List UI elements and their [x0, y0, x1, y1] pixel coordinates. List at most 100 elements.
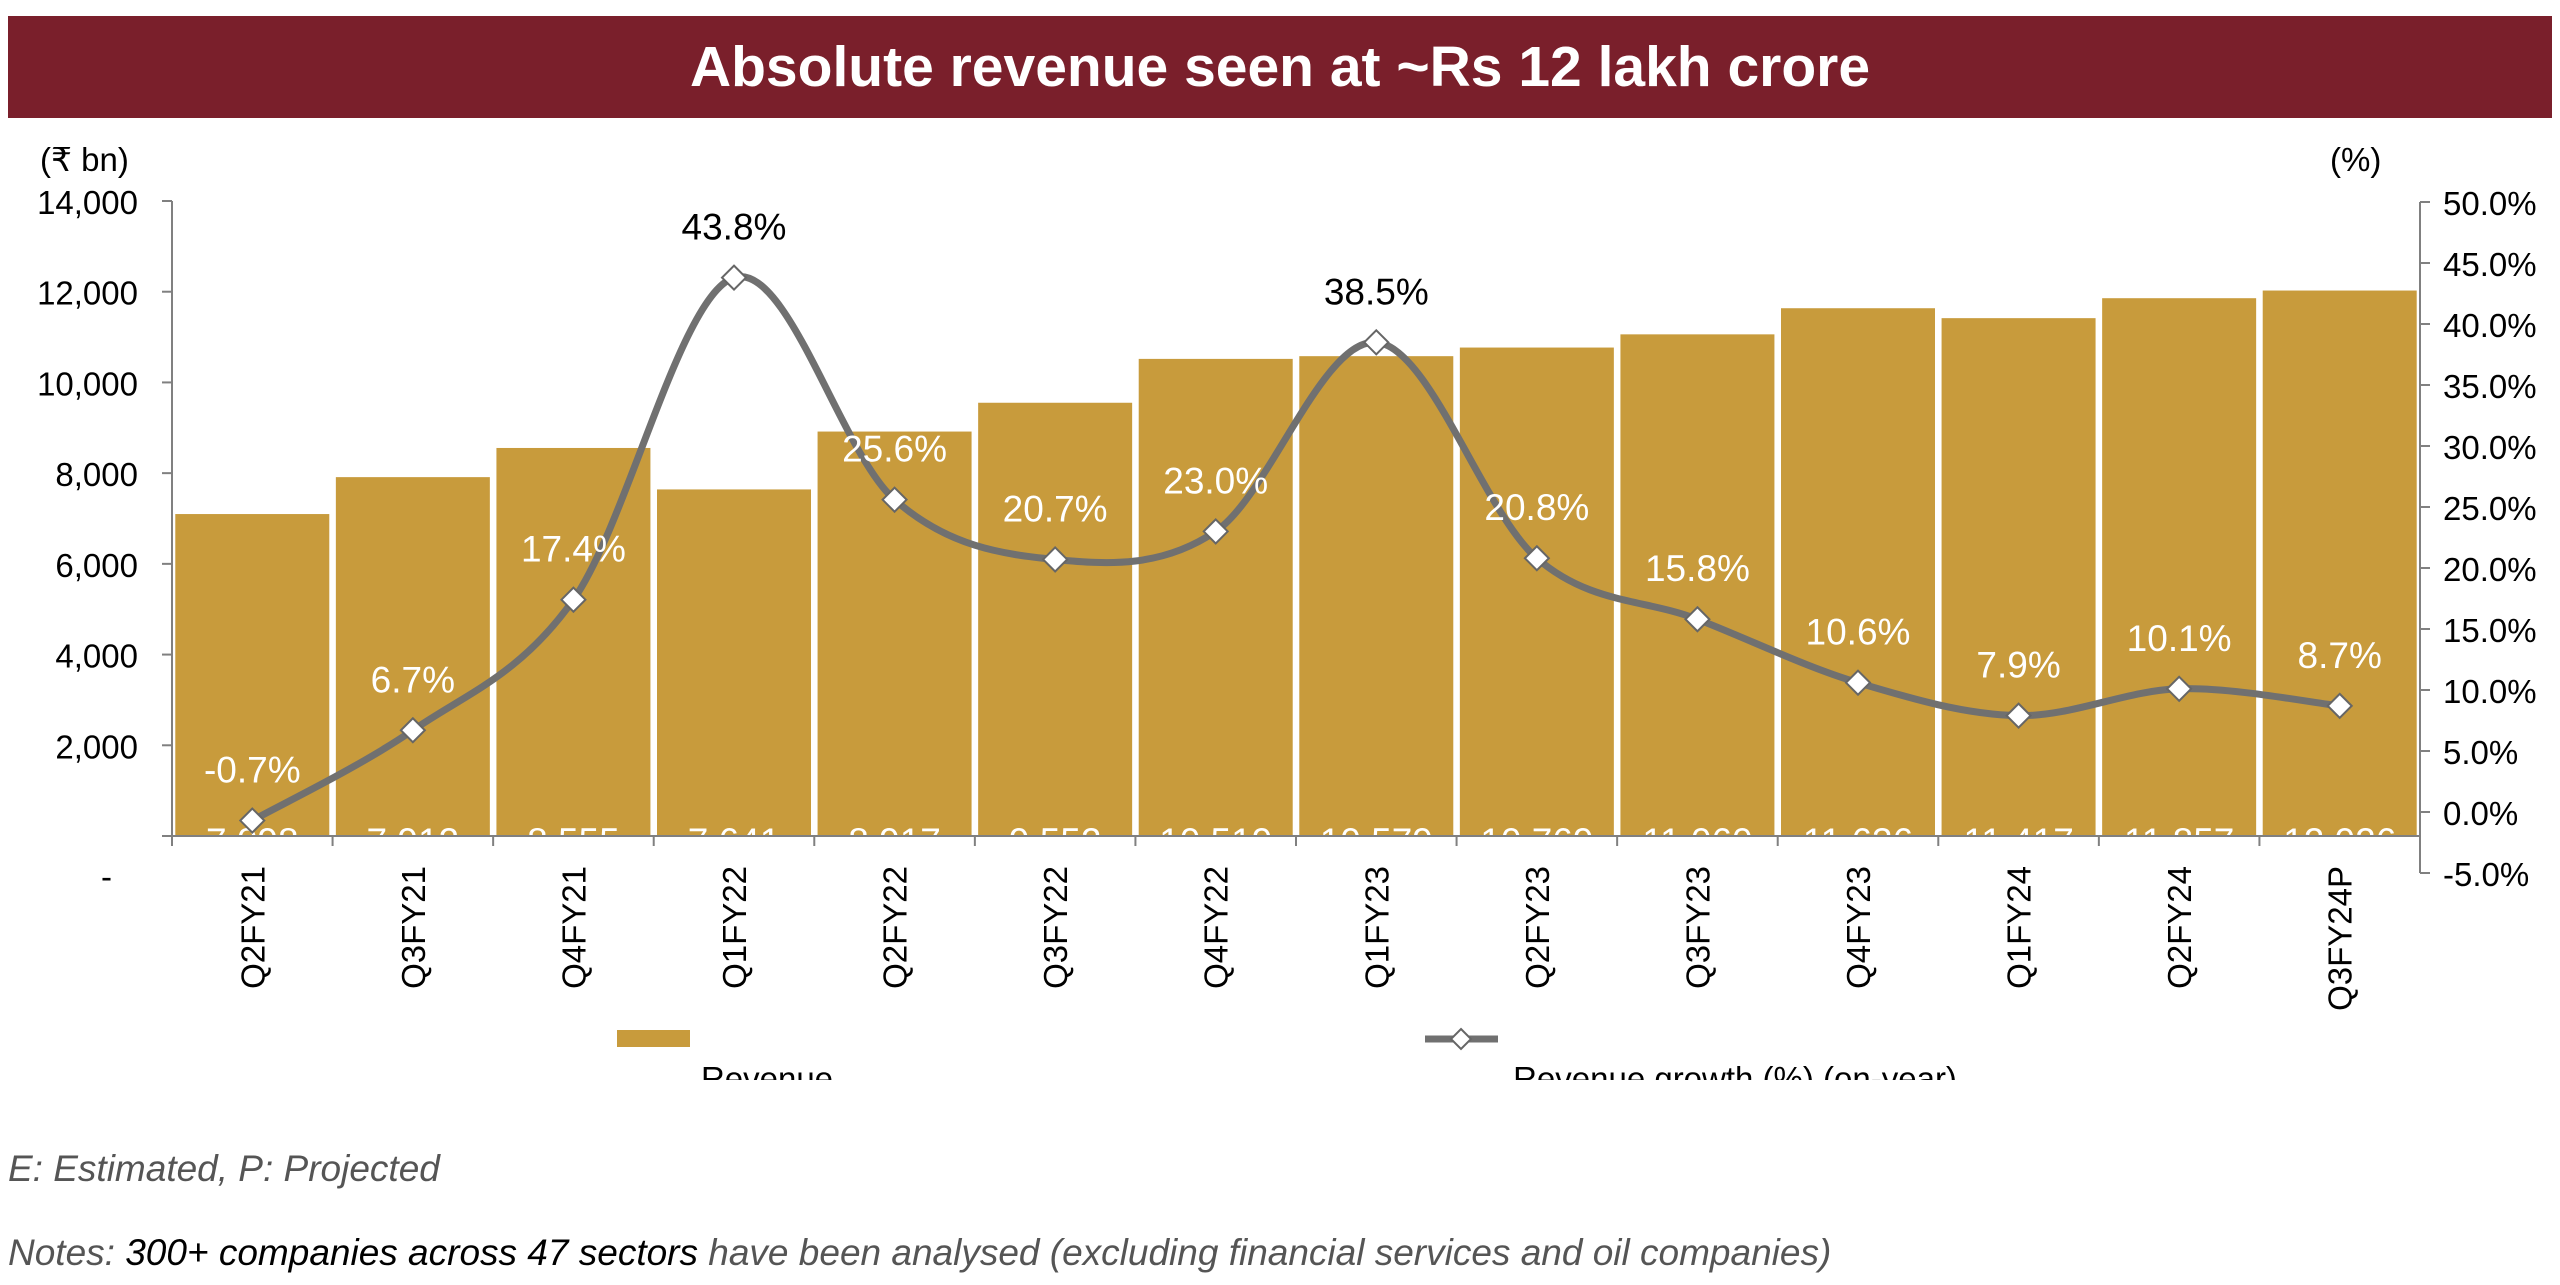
left-axis-tick-label: 2,000	[55, 728, 138, 765]
growth-marker	[1362, 328, 1390, 356]
revenue-value-label: 7,912	[367, 821, 460, 862]
left-axis-tick-label: -	[101, 858, 112, 895]
growth-value-label: -0.7%	[204, 750, 301, 791]
revenue-value-label: 12,026	[2283, 821, 2396, 862]
revenue-bar	[1299, 356, 1454, 836]
right-axis-tick-label: 15.0%	[2443, 612, 2537, 649]
growth-marker	[1523, 544, 1551, 572]
growth-value-label: 6.7%	[371, 659, 455, 700]
right-axis-unit-label: (%)	[2330, 141, 2381, 178]
revenue-value-label: 9,552	[1009, 821, 1102, 862]
x-axis-category-label: Q3FY23	[1679, 866, 1716, 989]
legend-revenue-label: Revenue	[701, 1060, 833, 1080]
revenue-bar	[2102, 298, 2257, 836]
left-axis-tick-label: 12,000	[37, 275, 138, 312]
growth-value-label: 20.7%	[1003, 488, 1108, 529]
growth-value-label: 8.7%	[2298, 635, 2382, 676]
left-axis-tick-label: 4,000	[55, 638, 138, 675]
legend-growth-label: Revenue growth (%) (on-year)	[1513, 1060, 1957, 1080]
growth-marker	[1684, 605, 1711, 633]
growth-marker	[399, 716, 427, 744]
left-axis-tick-label: 14,000	[37, 184, 138, 221]
right-axis-tick-label: 35.0%	[2443, 368, 2537, 405]
growth-value-label: 15.8%	[1645, 548, 1750, 589]
revenue-bar	[335, 477, 490, 836]
x-axis-category-label: Q2FY23	[1519, 866, 1556, 989]
x-axis-category-label: Q2FY22	[877, 866, 914, 989]
chart-title: Absolute revenue seen at ~Rs 12 lakh cro…	[689, 35, 1871, 99]
x-axis-category-label: Q1FY24	[2001, 866, 2038, 989]
x-axis-category-label: Q4FY23	[1840, 866, 1877, 989]
growth-marker	[238, 807, 266, 834]
revenue-bar	[496, 447, 651, 836]
revenue-value-label: 11,857	[2124, 821, 2234, 862]
growth-value-label: 7.9%	[1976, 645, 2060, 686]
revenue-bar	[1941, 318, 2096, 837]
x-axis-category-label: Q2FY24	[2161, 866, 2198, 989]
x-axis-category-label: Q1FY22	[716, 866, 753, 989]
revenue-value-label: 8,917	[848, 821, 941, 862]
right-axis-tick-label: 50.0%	[2443, 185, 2537, 222]
estimate-note: E: Estimated, P: Projected	[8, 1148, 440, 1189]
right-axis-tick-label: 30.0%	[2443, 429, 2537, 466]
revenue-value-label: 10,579	[1320, 821, 1433, 862]
growth-value-label: 10.6%	[1806, 612, 1911, 653]
sample-note: Notes: 300+ companies across 47 sectors …	[8, 1232, 1831, 1274]
right-axis-tick-label: -5.0%	[2443, 856, 2529, 893]
right-axis-tick-label: 5.0%	[2443, 734, 2518, 771]
sample-note-suffix: have been analysed (excluding financial …	[698, 1232, 1832, 1273]
growth-line	[250, 273, 2341, 824]
growth-value-label: 10.1%	[2127, 618, 2232, 659]
revenue-value-label: 11,060	[1642, 821, 1752, 862]
revenue-bar	[2262, 290, 2417, 836]
growth-marker	[2005, 702, 2032, 730]
legend-revenue-swatch	[617, 1030, 690, 1047]
growth-value-label: 20.8%	[1484, 487, 1589, 528]
left-axis-unit-label: (₹ bn)	[40, 141, 129, 178]
revenue-bar	[657, 489, 811, 836]
revenue-value-label: 8,555	[527, 821, 620, 862]
revenue-value-label: 11,636	[1803, 821, 1913, 862]
right-axis-tick-label: 20.0%	[2443, 551, 2537, 588]
growth-marker	[881, 486, 908, 514]
growth-marker	[720, 264, 748, 292]
combo-chart: 7,098 7,912 8,555 7,641 8,917 9,552 10,519 10,5…	[37, 141, 2537, 1080]
revenue-value-label: 10,769	[1480, 821, 1593, 862]
left-axis-tick-label: 10,000	[37, 365, 138, 402]
right-axis-tick-label: 40.0%	[2443, 307, 2537, 344]
revenue-bar	[1138, 358, 1293, 836]
growth-marker	[1202, 517, 1230, 545]
x-axis-category-label: Q4FY22	[1198, 866, 1235, 989]
x-axis-category-label: Q1FY23	[1358, 866, 1395, 989]
revenue-bar	[978, 402, 1133, 836]
revenue-value-label: 7,641	[688, 821, 781, 862]
growth-value-label: 43.8%	[682, 207, 787, 248]
revenue-bar	[1620, 334, 1775, 836]
left-axis-tick-label: 6,000	[55, 547, 138, 584]
x-axis-category-label: Q3FY22	[1037, 866, 1074, 989]
growth-value-label: 23.0%	[1163, 460, 1268, 501]
legend-growth-swatch-marker	[1449, 1027, 1473, 1051]
x-axis-category-label: Q4FY21	[555, 866, 592, 989]
chart-title-bar: Absolute revenue seen at ~Rs 12 lakh cro…	[8, 16, 2552, 118]
growth-marker	[1844, 669, 1872, 697]
left-axis-tick-label: 8,000	[55, 456, 138, 493]
growth-marker	[2326, 692, 2354, 720]
revenue-bar	[175, 514, 330, 836]
right-axis-tick-label: 25.0%	[2443, 490, 2537, 527]
growth-marker	[560, 586, 587, 614]
x-axis-category-label: Q3FY21	[395, 866, 432, 989]
revenue-bar	[1781, 308, 1935, 836]
right-axis-tick-label: 45.0%	[2443, 246, 2537, 283]
growth-value-label: 17.4%	[521, 529, 626, 570]
growth-marker	[1041, 546, 1069, 573]
right-axis-tick-label: 0.0%	[2443, 795, 2518, 832]
growth-value-label: 38.5%	[1324, 271, 1429, 312]
growth-value-label: 25.6%	[842, 429, 947, 470]
right-axis-tick-label: 10.0%	[2443, 673, 2537, 710]
x-axis-category-label: Q2FY21	[234, 866, 271, 989]
growth-marker	[2165, 675, 2193, 703]
sample-note-prefix: Notes:	[8, 1232, 126, 1273]
revenue-value-label: 10,519	[1159, 821, 1272, 862]
sample-note-emphasis: 300+ companies across 47 sectors	[125, 1232, 698, 1273]
